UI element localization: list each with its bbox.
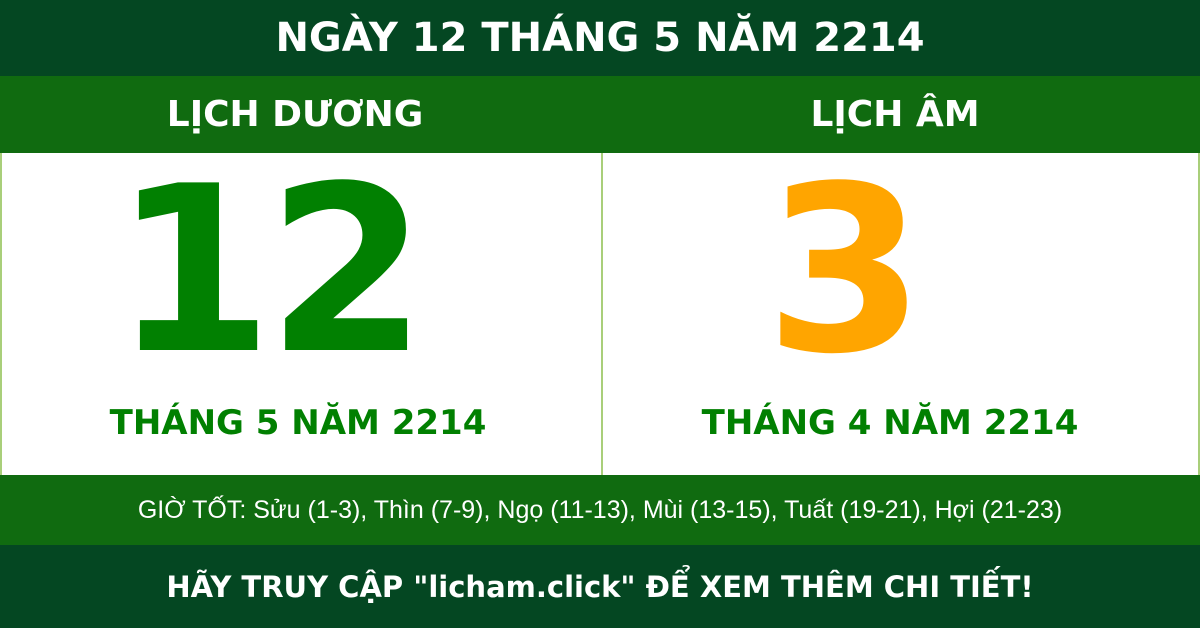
lunar-month-year: THÁNG 4 NĂM 2214 — [701, 403, 1079, 443]
page-title: NGÀY 12 THÁNG 5 NĂM 2214 — [0, 0, 1200, 76]
divider — [601, 153, 603, 475]
calendar-body: 12 THÁNG 5 NĂM 2214 3 THÁNG 4 NĂM 2214 — [0, 153, 1200, 475]
footer-cta: HÃY TRUY CẬP "licham.click" ĐỂ XEM THÊM … — [0, 545, 1200, 628]
solar-heading: LỊCH DƯƠNG — [166, 93, 424, 135]
good-hours: GIỜ TỐT: Sửu (1-3), Thìn (7-9), Ngọ (11-… — [0, 475, 1200, 545]
solar-month-year: THÁNG 5 NĂM 2214 — [109, 403, 487, 443]
lunar-day: 3 — [764, 157, 925, 387]
solar-day: 12 — [112, 157, 427, 387]
calendar-headings: LỊCH DƯƠNG LỊCH ÂM — [0, 76, 1200, 153]
lunar-heading: LỊCH ÂM — [810, 93, 980, 135]
